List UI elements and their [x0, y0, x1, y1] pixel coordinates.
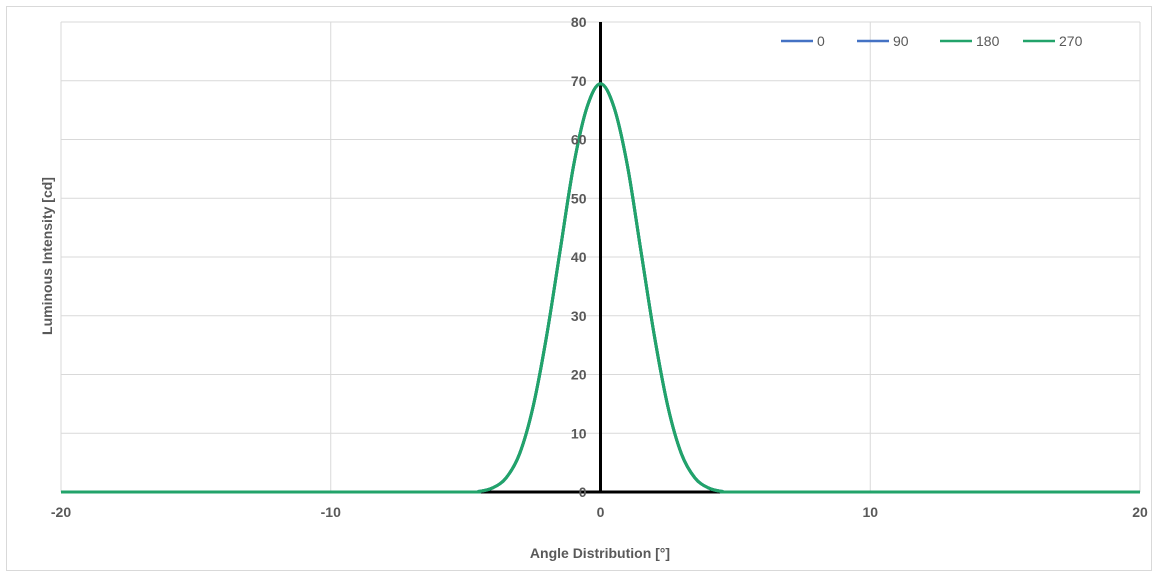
x-tick-label: 0	[597, 504, 605, 520]
legend: 0 90 180 270	[781, 33, 1083, 49]
legend-label-0: 0	[817, 33, 825, 49]
y-axis-title: Luminous Intensity [cd]	[39, 177, 55, 335]
y-tick-label: 20	[571, 367, 587, 383]
y-tick-label: 50	[571, 190, 587, 206]
y-tick-label: 80	[571, 14, 587, 30]
y-tick-label: 60	[571, 132, 587, 148]
y-tick-label: 10	[571, 425, 587, 441]
x-axis-title: Angle Distribution [°]	[530, 545, 670, 561]
chart-frame	[6, 6, 1152, 571]
x-tick-label: 10	[862, 504, 878, 520]
y-tick-label: 30	[571, 308, 587, 324]
x-tick-label: -10	[321, 504, 341, 520]
series-group	[60, 82, 1140, 494]
tick-labels: 0 10 20 30 40 50 60 70 80 -20 -10 0 10 20	[51, 14, 1148, 520]
legend-label-90: 90	[893, 33, 909, 49]
y-tick-label: 0	[579, 484, 587, 500]
x-tick-label: 20	[1132, 504, 1148, 520]
legend-label-180: 180	[976, 33, 1000, 49]
x-tick-label: -20	[51, 504, 71, 520]
y-tick-label: 70	[571, 73, 587, 89]
series-line-270	[60, 82, 1140, 494]
y-tick-label: 40	[571, 249, 587, 265]
legend-label-270: 270	[1059, 33, 1083, 49]
